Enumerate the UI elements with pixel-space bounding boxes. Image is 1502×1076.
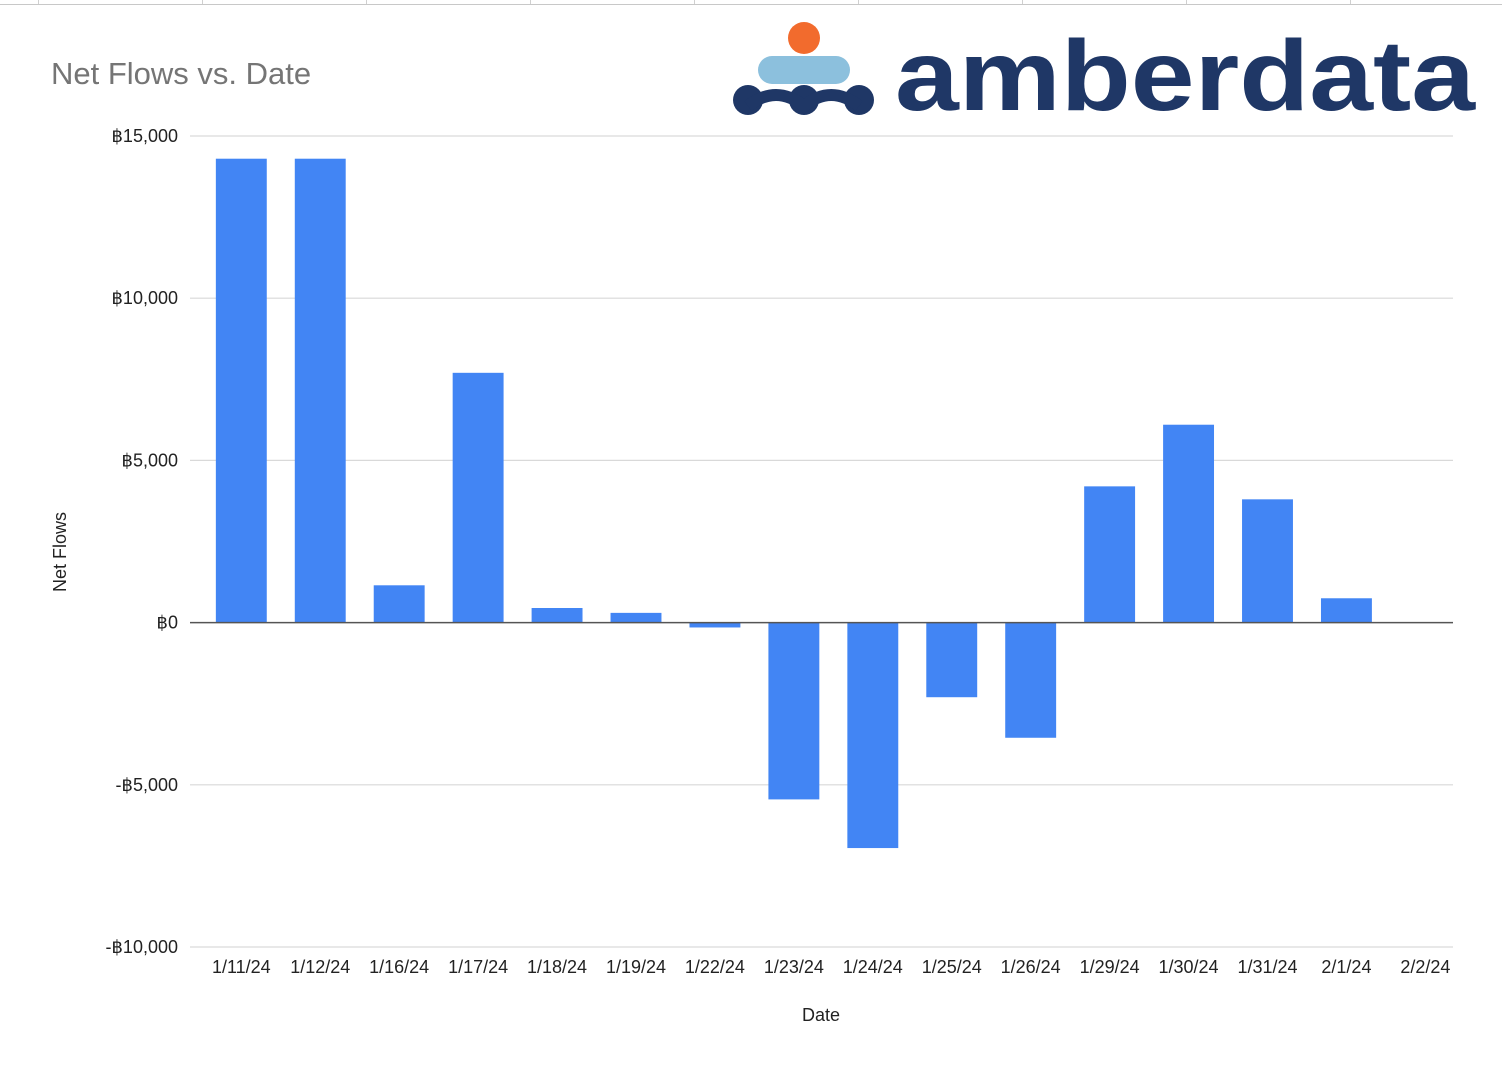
column-divider — [1022, 0, 1023, 4]
y-tick-label: ฿10,000 — [111, 288, 178, 308]
column-divider — [694, 0, 695, 4]
x-tick-label: 1/30/24 — [1159, 957, 1219, 977]
y-axis-ticks: ฿15,000 ฿10,000 ฿5,000 ฿0 -฿5,000 -฿10,000 — [105, 126, 178, 957]
logo-wordmark: amberdata — [895, 20, 1477, 122]
bar-1-16-24 — [373, 585, 425, 623]
bars — [215, 158, 1372, 849]
bar-1-31-24 — [1242, 499, 1293, 623]
y-tick-label: ฿0 — [157, 613, 178, 633]
bar-1-11-24 — [215, 158, 267, 623]
x-tick-label: 1/18/24 — [527, 957, 587, 977]
y-tick-label: -฿10,000 — [105, 937, 178, 957]
y-axis-title: Net Flows — [50, 512, 70, 592]
x-tick-label: 2/2/24 — [1400, 957, 1450, 977]
spreadsheet-column-strip — [0, 0, 1502, 5]
column-divider — [1350, 0, 1351, 4]
gridlines — [190, 135, 1453, 948]
column-divider — [366, 0, 367, 4]
x-tick-label: 1/29/24 — [1080, 957, 1140, 977]
bar-2-1-24 — [1320, 598, 1372, 623]
bar-1-25-24 — [926, 622, 978, 698]
y-tick-label: -฿5,000 — [116, 775, 179, 795]
x-tick-label: 1/23/24 — [764, 957, 824, 977]
logo-wave — [744, 89, 863, 114]
column-divider — [38, 0, 39, 4]
bar-1-19-24 — [610, 612, 662, 623]
bar-1-17-24 — [452, 372, 504, 623]
logo-bar-light-blue — [758, 56, 850, 84]
column-divider — [202, 0, 203, 4]
bar-1-24-24 — [847, 622, 899, 849]
column-divider — [1186, 0, 1187, 4]
bar-1-22-24 — [689, 622, 741, 628]
y-tick-label: ฿5,000 — [122, 450, 179, 470]
x-tick-label: 1/25/24 — [922, 957, 982, 977]
x-tick-label: 1/12/24 — [290, 957, 350, 977]
x-tick-label: 1/22/24 — [685, 957, 745, 977]
x-tick-label: 1/17/24 — [448, 957, 508, 977]
x-tick-label: 1/24/24 — [843, 957, 903, 977]
x-tick-label: 1/16/24 — [369, 957, 429, 977]
bar-1-12-24 — [294, 158, 346, 623]
bar-1-23-24 — [768, 622, 820, 800]
chart-title: Net Flows vs. Date — [51, 56, 312, 91]
bar-1-30-24 — [1163, 424, 1215, 623]
x-axis-ticks: 1/11/24 1/12/24 1/16/24 1/17/24 1/18/24 1/19/… — [212, 957, 1450, 977]
x-axis-title: Date — [802, 1005, 840, 1025]
amberdata-logo: amberdata — [733, 20, 1477, 122]
bar-1-26-24 — [1005, 622, 1057, 738]
bar-1-18-24 — [531, 608, 583, 623]
column-divider — [530, 0, 531, 4]
x-tick-label: 1/31/24 — [1237, 957, 1297, 977]
x-tick-label: 1/26/24 — [1001, 957, 1061, 977]
logo-dot-orange — [788, 22, 820, 54]
column-divider — [858, 0, 859, 4]
x-tick-label: 1/19/24 — [606, 957, 666, 977]
x-tick-label: 2/1/24 — [1321, 957, 1371, 977]
x-tick-label: 1/11/24 — [212, 957, 271, 977]
bar-1-29-24 — [1084, 486, 1136, 623]
y-tick-label: ฿15,000 — [111, 126, 178, 146]
